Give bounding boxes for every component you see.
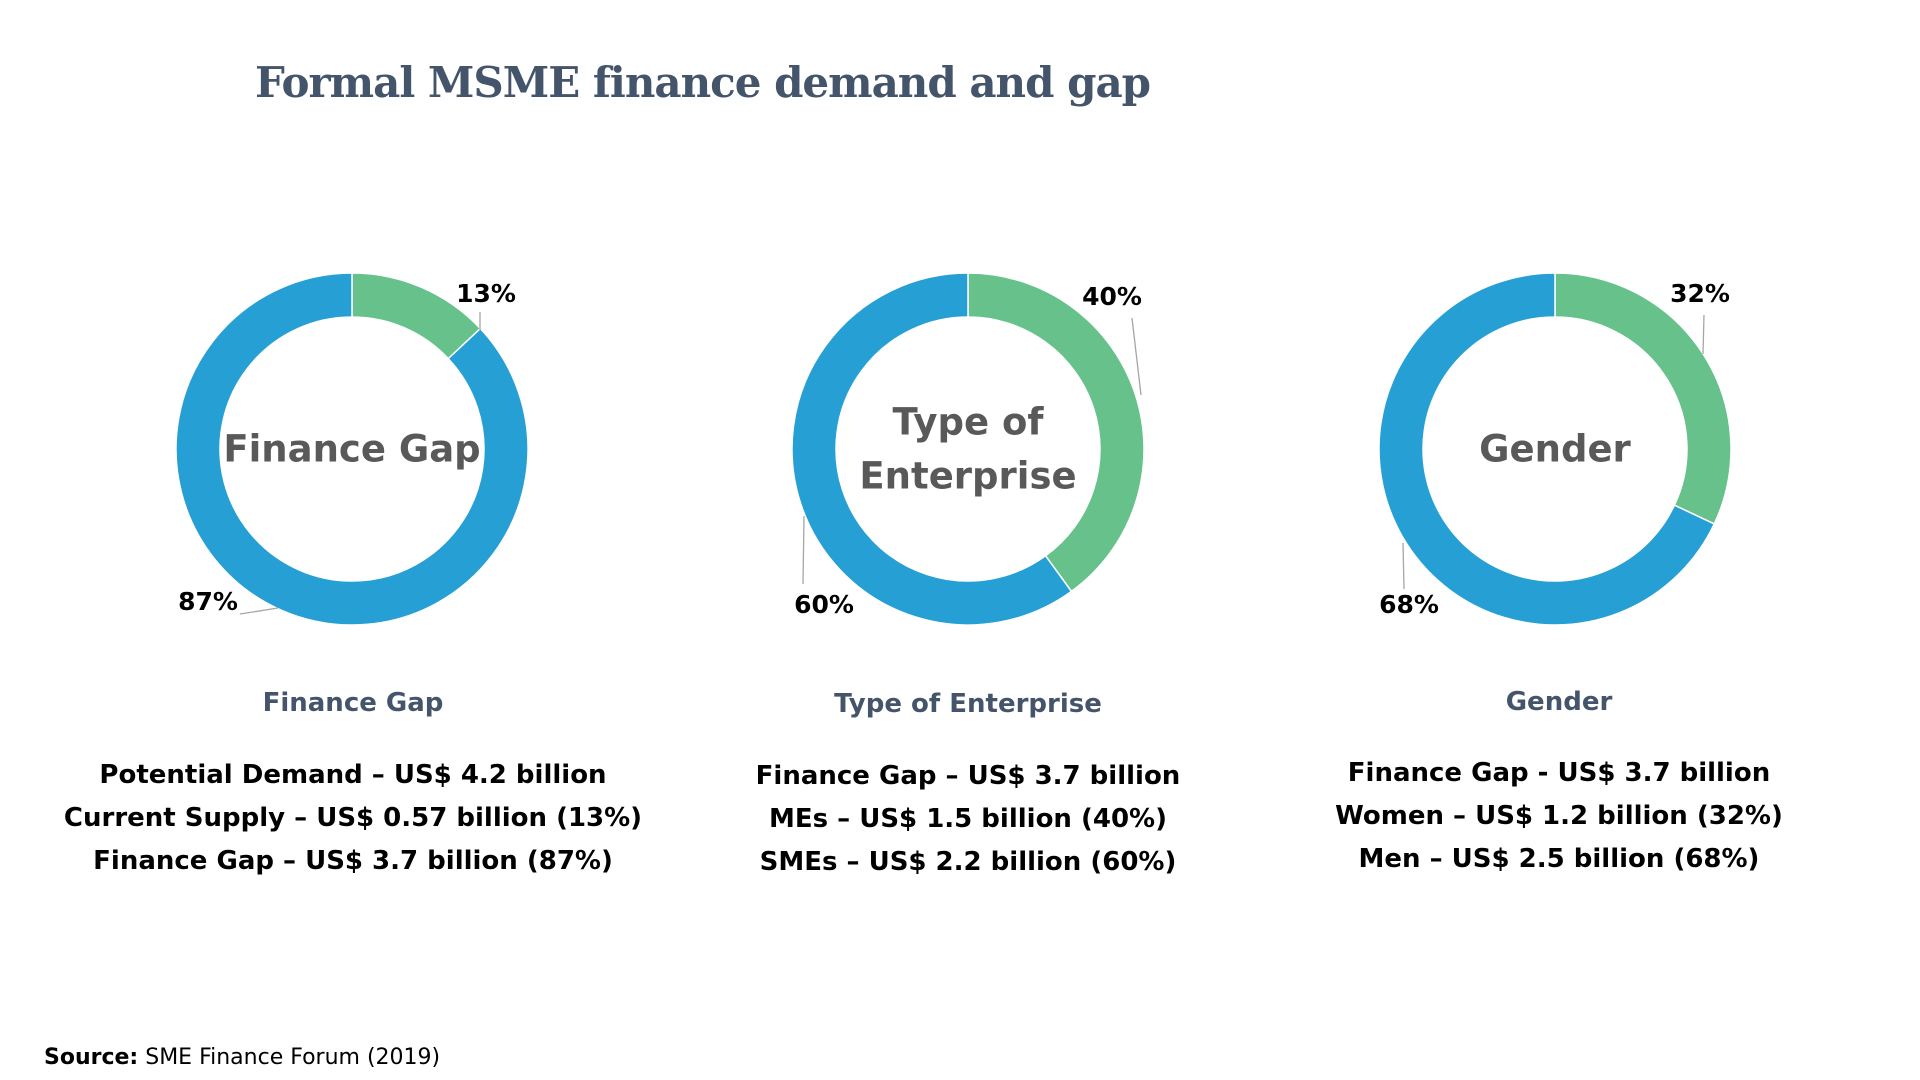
- chart-caption-gender: Gender: [1505, 687, 1613, 717]
- data-label: 68%: [1379, 590, 1439, 619]
- donut-center-label: Enterprise: [859, 455, 1076, 498]
- donut-center-label: Finance Gap: [223, 428, 480, 471]
- chart-caption-finance-gap: Finance Gap: [262, 688, 444, 718]
- leader-line: [1402, 542, 1405, 590]
- detail-line: Women – US$ 1.2 billion (32%): [1335, 801, 1783, 831]
- leader-line: [1702, 314, 1705, 355]
- pie-slice-type-of-enterprise-0: [967, 272, 1145, 593]
- detail-line: MEs – US$ 1.5 billion (40%): [769, 804, 1167, 834]
- data-label: 13%: [456, 279, 516, 308]
- details-finance-gap: Potential Demand – US$ 4.2 billion Curre…: [43, 754, 663, 883]
- page-title: Formal MSME finance demand and gap: [255, 58, 1151, 107]
- leader-line: [1131, 317, 1142, 396]
- pie-slice-finance-gap-1: [175, 272, 529, 626]
- source-label: Source:: [44, 1045, 139, 1070]
- leader-line: [802, 515, 805, 585]
- details-gender: Finance Gap - US$ 3.7 billion Women – US…: [1249, 752, 1869, 881]
- data-label: 40%: [1082, 282, 1142, 311]
- pie-slice-gender-1: [1378, 272, 1716, 626]
- detail-line: Finance Gap - US$ 3.7 billion: [1347, 758, 1771, 788]
- pie-slice-type-of-enterprise-1: [791, 272, 1073, 626]
- pie-slice-gender-0: [1554, 272, 1732, 525]
- donut-center-label: Type of: [893, 401, 1045, 444]
- source-text: SME Finance Forum (2019): [138, 1045, 441, 1070]
- detail-line: SMEs – US$ 2.2 billion (60%): [759, 847, 1177, 877]
- detail-line: Men – US$ 2.5 billion (68%): [1358, 844, 1760, 874]
- donut-center-label: Gender: [1479, 428, 1631, 471]
- detail-line: Finance Gap – US$ 3.7 billion (87%): [93, 846, 613, 876]
- leader-line: [239, 607, 279, 615]
- data-label: 60%: [794, 590, 854, 619]
- chart-caption-type-of-enterprise: Type of Enterprise: [834, 689, 1102, 719]
- data-label: 87%: [178, 587, 238, 616]
- data-label: 32%: [1670, 279, 1730, 308]
- detail-line: Finance Gap – US$ 3.7 billion: [755, 761, 1181, 791]
- detail-line: Potential Demand – US$ 4.2 billion: [99, 760, 607, 790]
- details-type-of-enterprise: Finance Gap – US$ 3.7 billion MEs – US$ …: [658, 755, 1278, 884]
- source-note: Source: SME Finance Forum (2019): [44, 1045, 440, 1070]
- detail-line: Current Supply – US$ 0.57 billion (13%): [63, 803, 643, 833]
